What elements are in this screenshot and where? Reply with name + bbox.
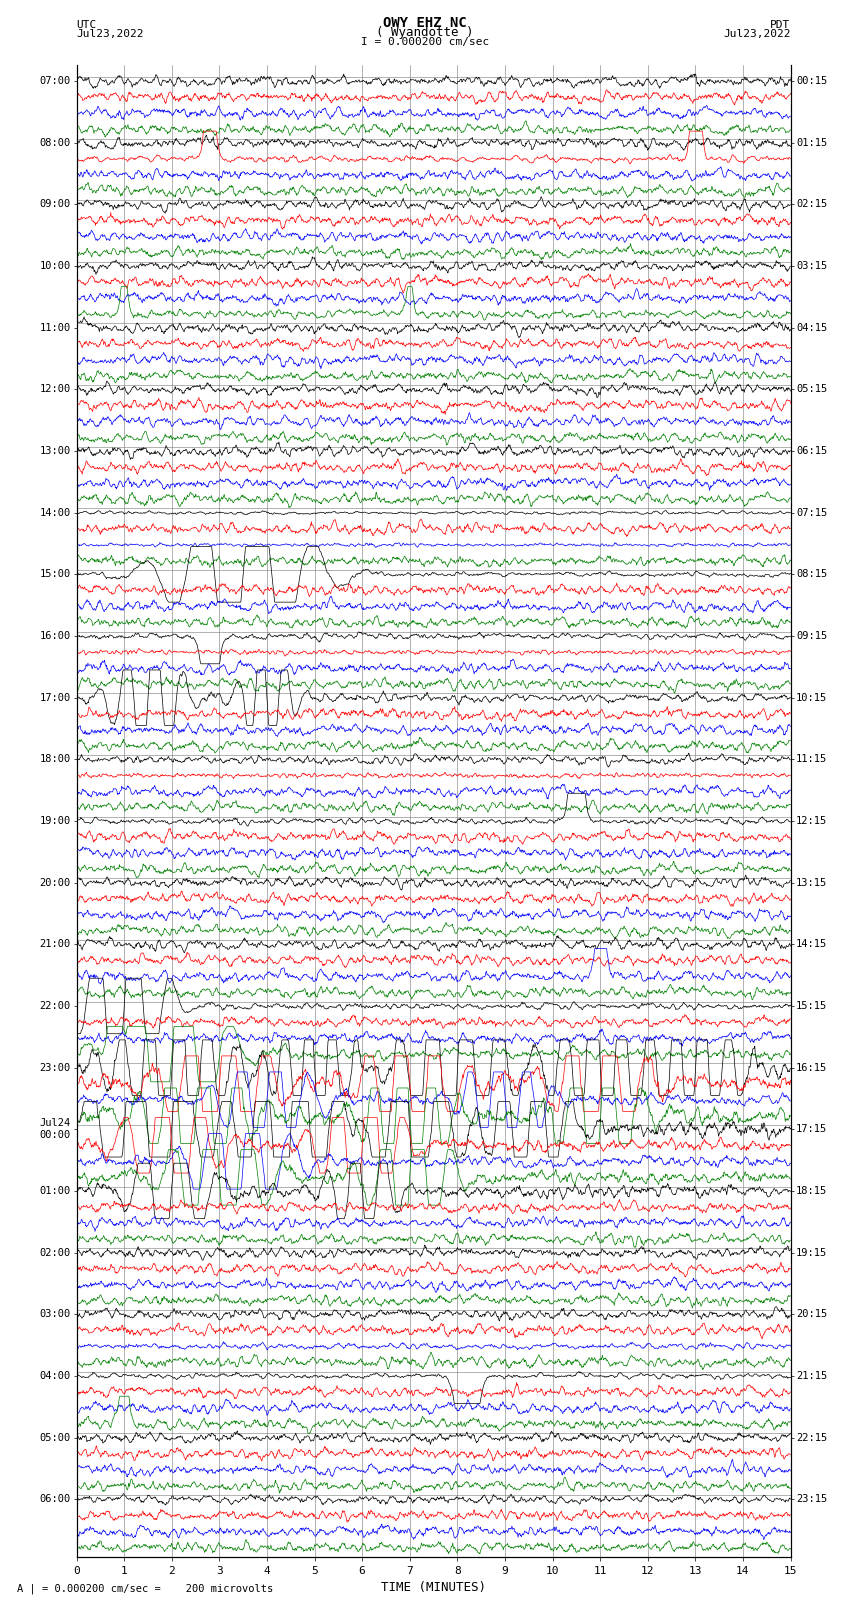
Text: OWY EHZ NC: OWY EHZ NC [383,16,467,31]
Text: Jul23,2022: Jul23,2022 [723,29,791,39]
X-axis label: TIME (MINUTES): TIME (MINUTES) [381,1581,486,1594]
Text: UTC: UTC [76,19,97,31]
Text: Jul23,2022: Jul23,2022 [76,29,144,39]
Text: A | = 0.000200 cm/sec =    200 microvolts: A | = 0.000200 cm/sec = 200 microvolts [17,1582,273,1594]
Text: PDT: PDT [770,19,790,31]
Text: ( Wyandotte ): ( Wyandotte ) [377,26,473,39]
Text: I = 0.000200 cm/sec: I = 0.000200 cm/sec [361,37,489,47]
